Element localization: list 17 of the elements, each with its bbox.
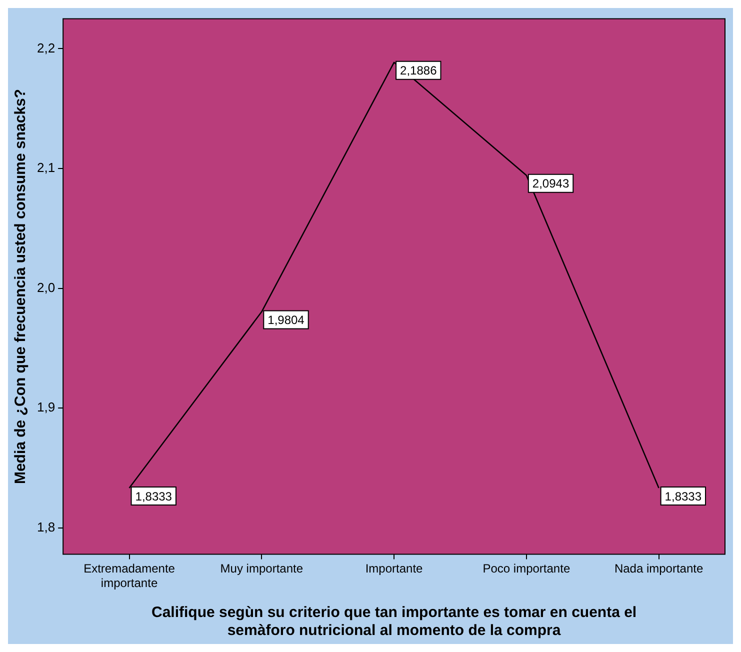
text: 2,0943	[532, 176, 570, 191]
text: 1,9804	[268, 313, 304, 328]
y-tick-label: 1,9	[36, 400, 56, 415]
y-tick-label: 1,8	[36, 519, 56, 534]
x-tick-label: Extremadamente importante	[84, 562, 176, 590]
y-tick-label: 2,2	[36, 40, 56, 56]
text: 1,8333	[135, 489, 172, 504]
x-tick-label: Importante	[365, 562, 424, 576]
y-axis-title: Media de ¿Con que frecuencia usted consume snacks?	[12, 88, 30, 484]
text: 2,1886	[400, 64, 437, 78]
y-tick-label: 2,0	[36, 280, 56, 295]
y-tick-label: 2,1	[36, 160, 56, 176]
x-tick-label: Poco importante	[482, 562, 570, 576]
text: 1,8333	[664, 489, 702, 504]
x-tick-label: Nada importante	[614, 562, 704, 576]
x-tick-label: Muy importante	[220, 562, 304, 576]
x-axis-title: Califique segùn su criterio que tan importante es tomar en cuenta el semàforo nutricional al momento de la compra	[151, 604, 637, 640]
